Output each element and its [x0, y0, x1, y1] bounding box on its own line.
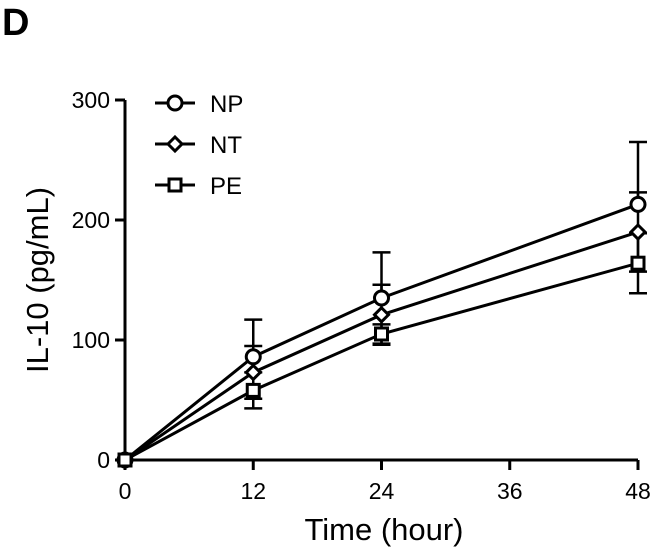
x-tick-label: 36 — [497, 478, 523, 504]
series-line-nt — [124, 230, 639, 462]
x-tick-label: 12 — [240, 478, 266, 504]
legend-label-nt: NT — [210, 132, 242, 159]
x-tick-label: 48 — [625, 478, 651, 504]
x-tick-label: 24 — [369, 478, 395, 504]
data-point-pe — [630, 255, 646, 271]
y-tick-label: 300 — [72, 87, 110, 113]
data-point-nt — [628, 222, 648, 242]
data-point-np — [244, 348, 262, 366]
y-axis-title: IL-10 (pg/mL) — [20, 187, 55, 373]
data-point-nt — [244, 363, 263, 382]
y-tick-label: 100 — [72, 327, 110, 353]
data-point-nt — [372, 305, 391, 324]
axes: 0 100 200 300 0 12 24 36 48 — [72, 87, 651, 504]
data-point-pe — [245, 382, 261, 398]
x-axis-title: Time (hour) — [304, 512, 463, 547]
legend-label-pe: PE — [210, 173, 242, 200]
legend-marker-nt — [165, 134, 185, 154]
data-point-np — [629, 195, 647, 213]
series-line-np — [124, 202, 639, 462]
panel-label: D — [2, 2, 30, 44]
y-tick-label: 0 — [97, 447, 110, 473]
y-tick-label: 200 — [72, 207, 110, 233]
data-point-pe — [374, 326, 389, 342]
series-markers — [115, 195, 648, 470]
x-tick-label: 0 — [119, 478, 132, 504]
data-point-pe — [117, 452, 133, 468]
legend-marker-np — [166, 94, 184, 112]
series-line-pe — [124, 261, 639, 462]
series-lines — [124, 202, 639, 462]
data-point-np — [373, 289, 390, 307]
legend: NP NT PE — [155, 91, 243, 200]
legend-label-np: NP — [210, 91, 243, 118]
legend-marker-pe — [167, 177, 183, 193]
